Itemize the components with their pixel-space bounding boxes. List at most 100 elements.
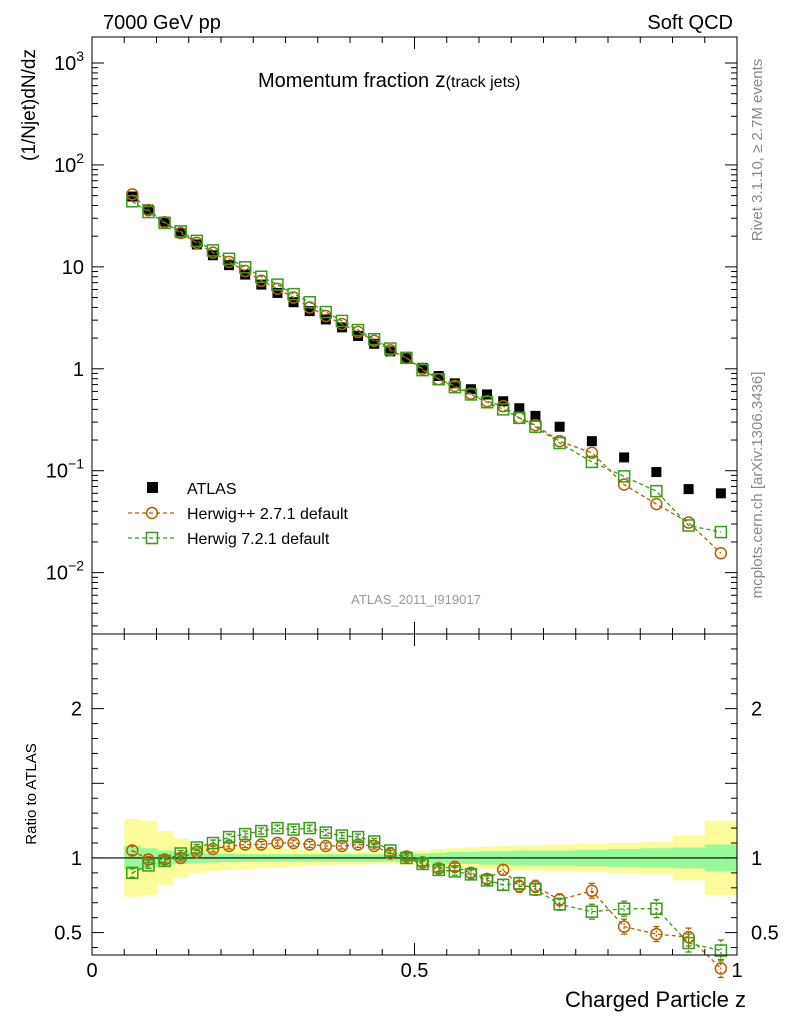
atlas-point <box>449 378 460 389</box>
herwigpp-ratio-point <box>650 927 663 941</box>
main-panel: 10−2 10−1 1 10 102 103 Momentum fraction z(tra… <box>19 36 738 635</box>
ratio-panel: 0.5 0.5 1 1 2 2 Ratio to ATLAS <box>23 633 779 979</box>
herwig7-point <box>158 216 171 230</box>
herwigpp-ratio-point <box>287 836 300 850</box>
herwig7-ratio-point <box>416 857 429 871</box>
herwig7-point <box>416 363 429 377</box>
herwig7-ratio-point <box>384 844 397 857</box>
y-tick-label: 1 <box>73 359 84 381</box>
y-tick-label: 10−2 <box>46 558 84 585</box>
herwig7-ratio-point <box>464 868 478 881</box>
herwig7-point <box>142 205 155 219</box>
herwig7-point <box>496 403 510 416</box>
herwigpp-ratio-point <box>255 838 268 851</box>
herwigpp-point <box>650 497 663 511</box>
herwigpp-ratio-point <box>496 863 510 877</box>
herwig7-ratio-point <box>529 883 542 896</box>
herwigpp-ratio-point <box>271 836 284 850</box>
herwig7-point <box>255 270 268 283</box>
herwig7-ratio-point <box>287 823 300 836</box>
herwigpp-point <box>714 546 728 560</box>
analysis-watermark: ATLAS_2011_I919017 <box>351 592 481 607</box>
atlas-point <box>651 467 662 478</box>
herwig7-point <box>480 395 494 409</box>
atlas-point <box>619 452 630 463</box>
rivet-version-label: Rivet 3.1.10, ≥ 2.7M events <box>749 59 766 242</box>
atlas-point <box>224 260 235 271</box>
herwig7-ratio-point <box>158 854 171 868</box>
legend-marker-atlas <box>147 482 158 493</box>
legend-marker-herwig7 <box>145 531 159 545</box>
herwig7-point <box>553 436 566 450</box>
herwig7-point <box>585 455 599 469</box>
herwig7-point <box>303 295 316 309</box>
herwig7-point <box>319 305 333 319</box>
herwig7-ratio-point <box>255 824 268 838</box>
y-tick-label: 10−1 <box>46 456 84 483</box>
legend-label: Herwig 7.2.1 default <box>187 531 330 548</box>
atlas-point <box>586 436 597 447</box>
herwig7-point <box>714 525 728 539</box>
herwig7-point <box>367 332 381 346</box>
atlas-point <box>175 228 186 239</box>
ratio-y-tick-label: 2 <box>71 699 82 721</box>
x-tick-label: 0 <box>86 960 97 982</box>
herwig7-point <box>238 261 252 274</box>
herwigpp-ratio-point <box>319 839 333 853</box>
herwigpp-ratio-point <box>585 884 599 898</box>
herwig7-ratio-point <box>448 865 462 878</box>
atlas-point <box>514 403 525 414</box>
ratio-y-tick-label: 1 <box>71 848 82 870</box>
herwig7-ratio-point <box>174 847 187 860</box>
herwig7-ratio-point <box>190 841 204 854</box>
herwig7-ratio-point <box>126 866 139 880</box>
herwig7-point <box>384 342 397 355</box>
herwig7-ratio-point <box>496 878 510 892</box>
herwig7-point <box>351 323 365 337</box>
herwigpp-line <box>131 193 722 554</box>
plot-title-symbol: z <box>435 69 446 92</box>
herwigpp-point <box>682 516 695 529</box>
ratio-y-tick-label: 0.5 <box>54 923 82 945</box>
ratio-y-tick-label-right: 0.5 <box>751 923 779 945</box>
herwig7-ratio-point <box>222 830 236 844</box>
atlas-point <box>417 362 428 373</box>
herwig7-point <box>432 372 445 386</box>
herwig7-point <box>126 195 139 208</box>
herwig7-point <box>222 252 236 266</box>
herwig7-point <box>650 484 663 498</box>
herwig7-ratio-point <box>271 821 284 835</box>
herwig7-ratio-point <box>650 902 663 915</box>
atlas-point <box>240 269 251 280</box>
herwigpp-ratio-point <box>303 838 316 851</box>
herwig7-ratio-line <box>132 827 722 952</box>
herwig7-ratio-point <box>319 826 333 839</box>
herwig7-ratio-point <box>400 851 413 865</box>
x-axis-label: Charged Particle z <box>565 987 746 1012</box>
herwig7-point <box>682 519 695 532</box>
herwig7-ratio-point <box>367 835 381 848</box>
atlas-point <box>272 287 283 298</box>
atlas-point <box>385 346 396 357</box>
ratio-y-axis-label: Ratio to ATLAS <box>23 743 40 844</box>
y-tick-label: 102 <box>54 150 84 177</box>
atlas-point <box>683 484 694 495</box>
atlas-point <box>320 314 331 325</box>
plot-title-text: Momentum fraction <box>258 70 429 92</box>
atlas-point <box>191 239 202 250</box>
atlas-point <box>482 389 493 400</box>
herwig7-point <box>529 420 542 433</box>
atlas-point <box>256 279 267 290</box>
herwigpp-ratio-point <box>617 920 631 933</box>
atlas-point <box>433 370 444 381</box>
ratio-y-tick-label-right: 2 <box>751 699 762 721</box>
herwig7-ratio-point <box>553 897 566 911</box>
herwig7-ratio-point <box>142 859 155 872</box>
herwigpp-point <box>585 446 599 460</box>
atlas-point <box>554 421 565 432</box>
mcplots-label: mcplots.cern.ch [arXiv:1306.3436] <box>749 372 766 599</box>
herwig7-ratio-point <box>617 902 631 915</box>
herwig7-ratio-point <box>714 944 728 957</box>
herwig7-ratio-point <box>335 829 349 842</box>
